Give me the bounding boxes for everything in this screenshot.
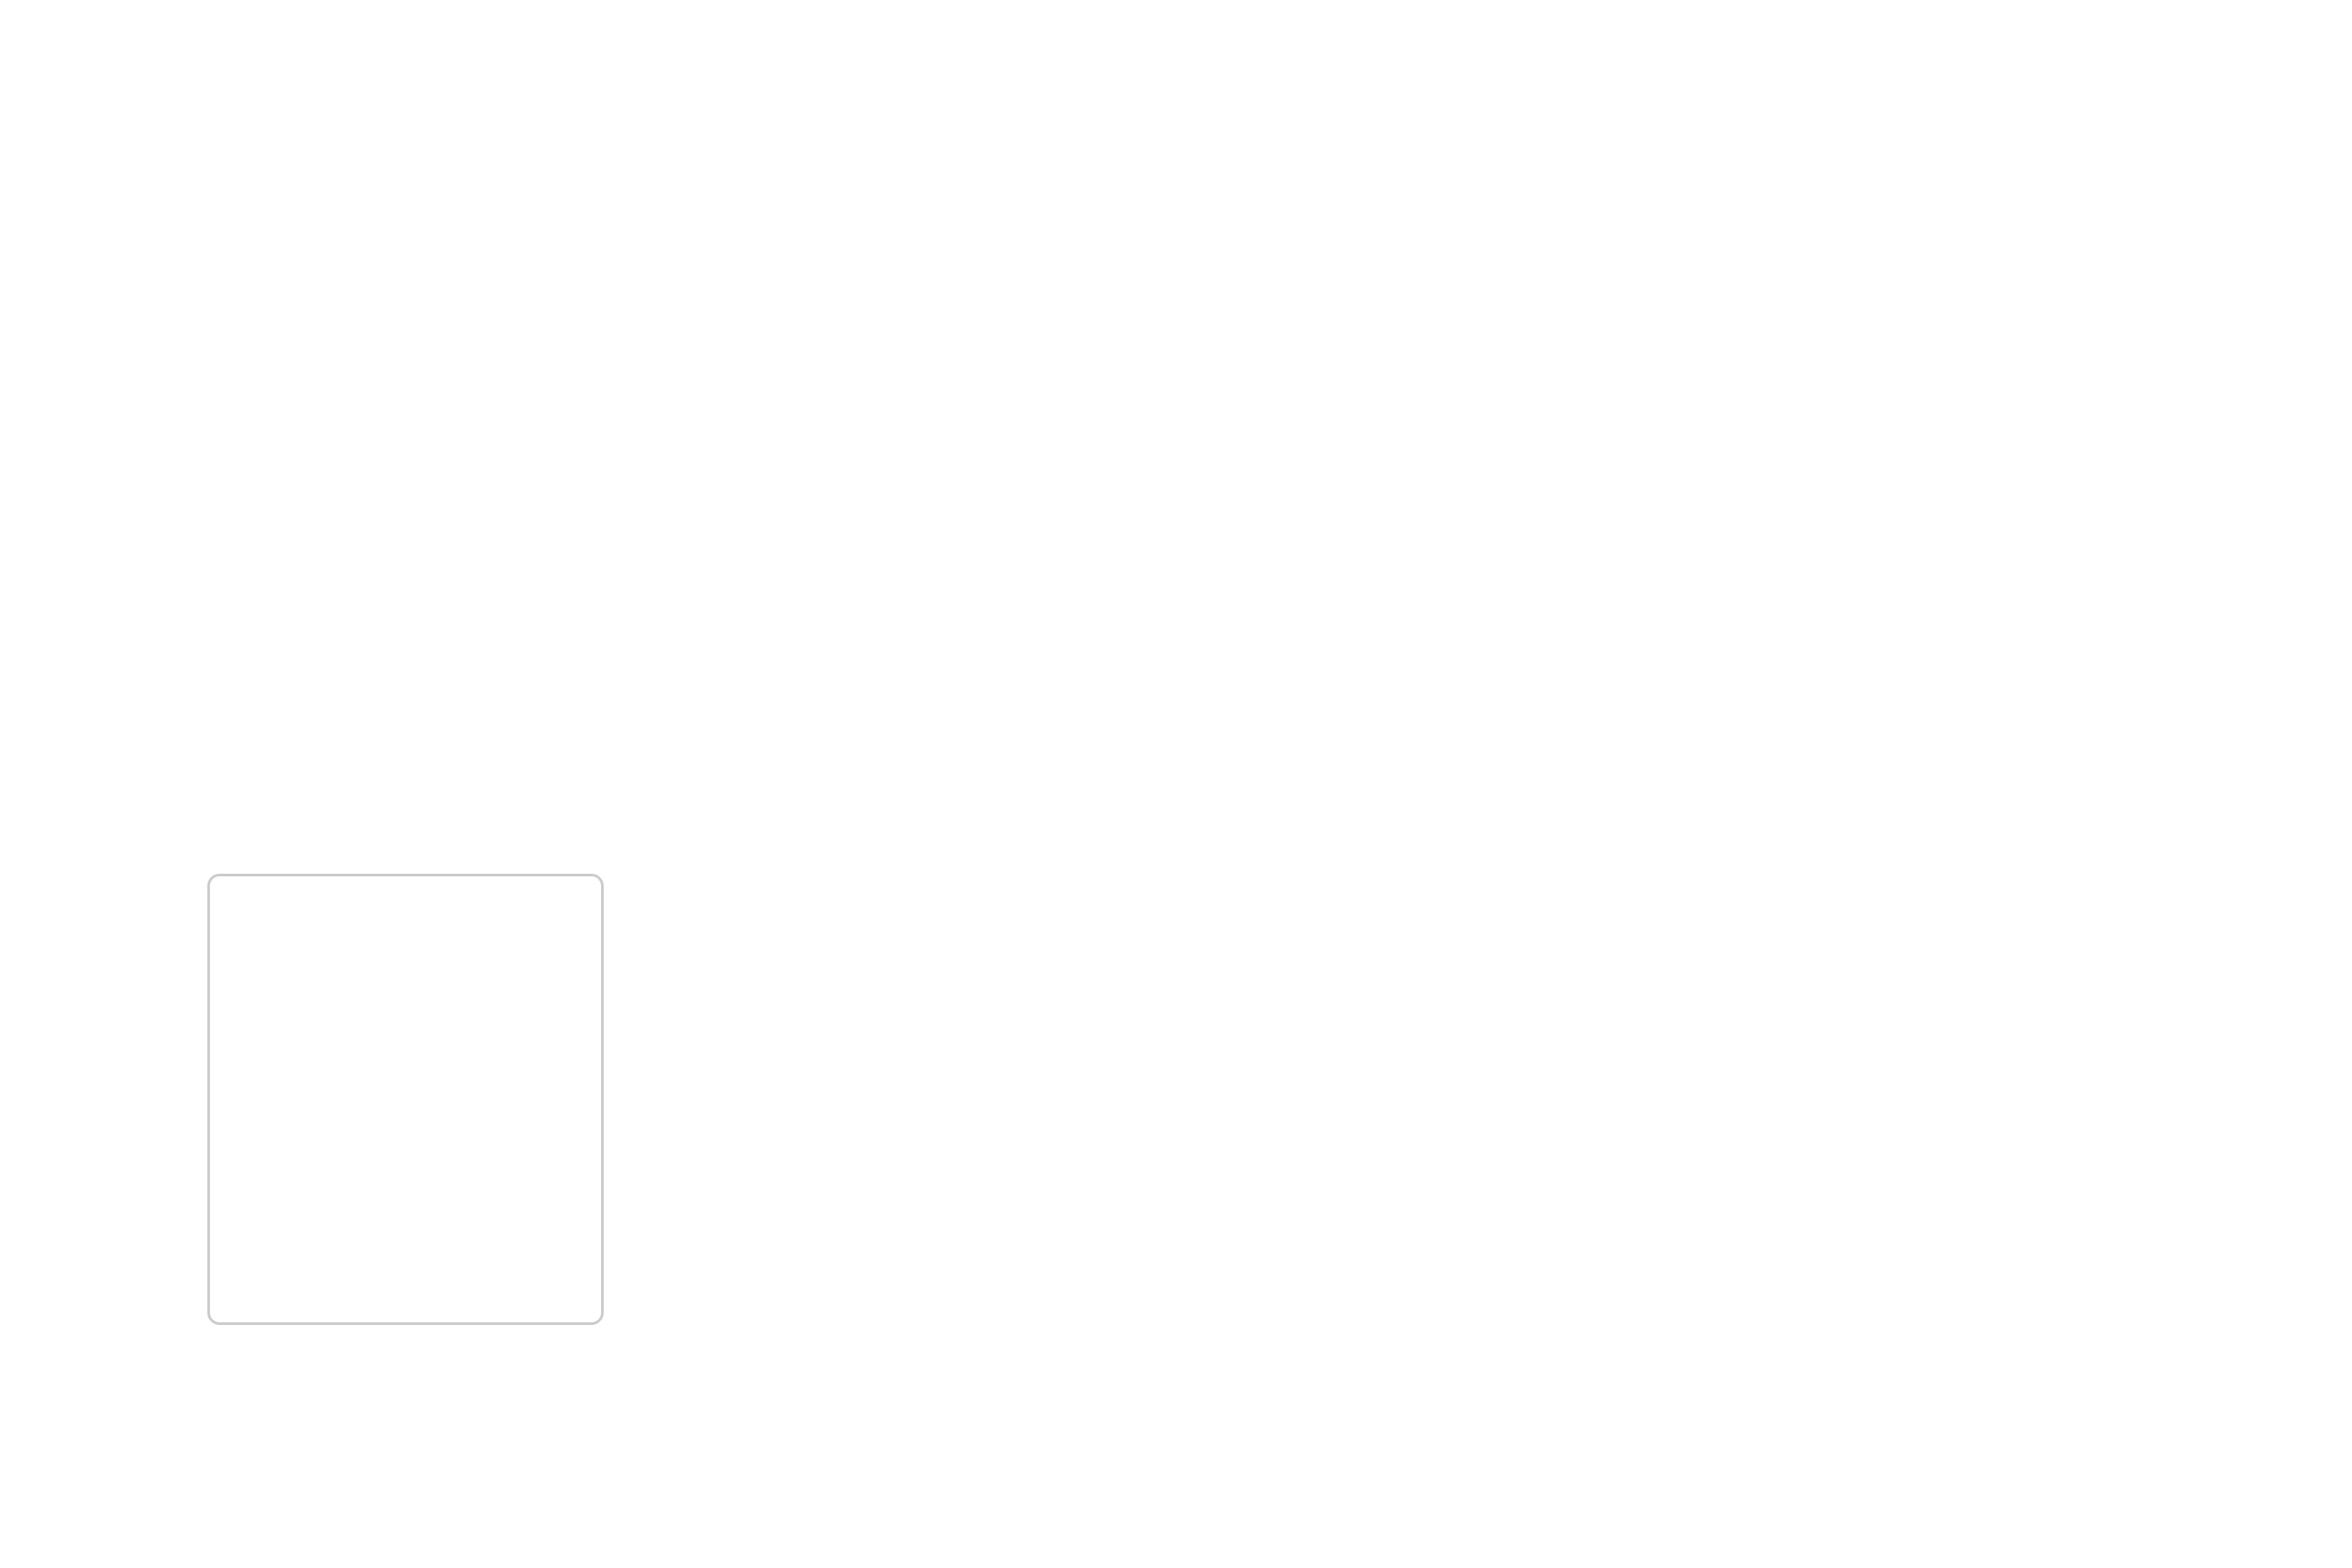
- x-axis-label: [180, 1427, 2258, 1523]
- legend-box: [207, 874, 604, 1325]
- chart-title: [180, 16, 2258, 112]
